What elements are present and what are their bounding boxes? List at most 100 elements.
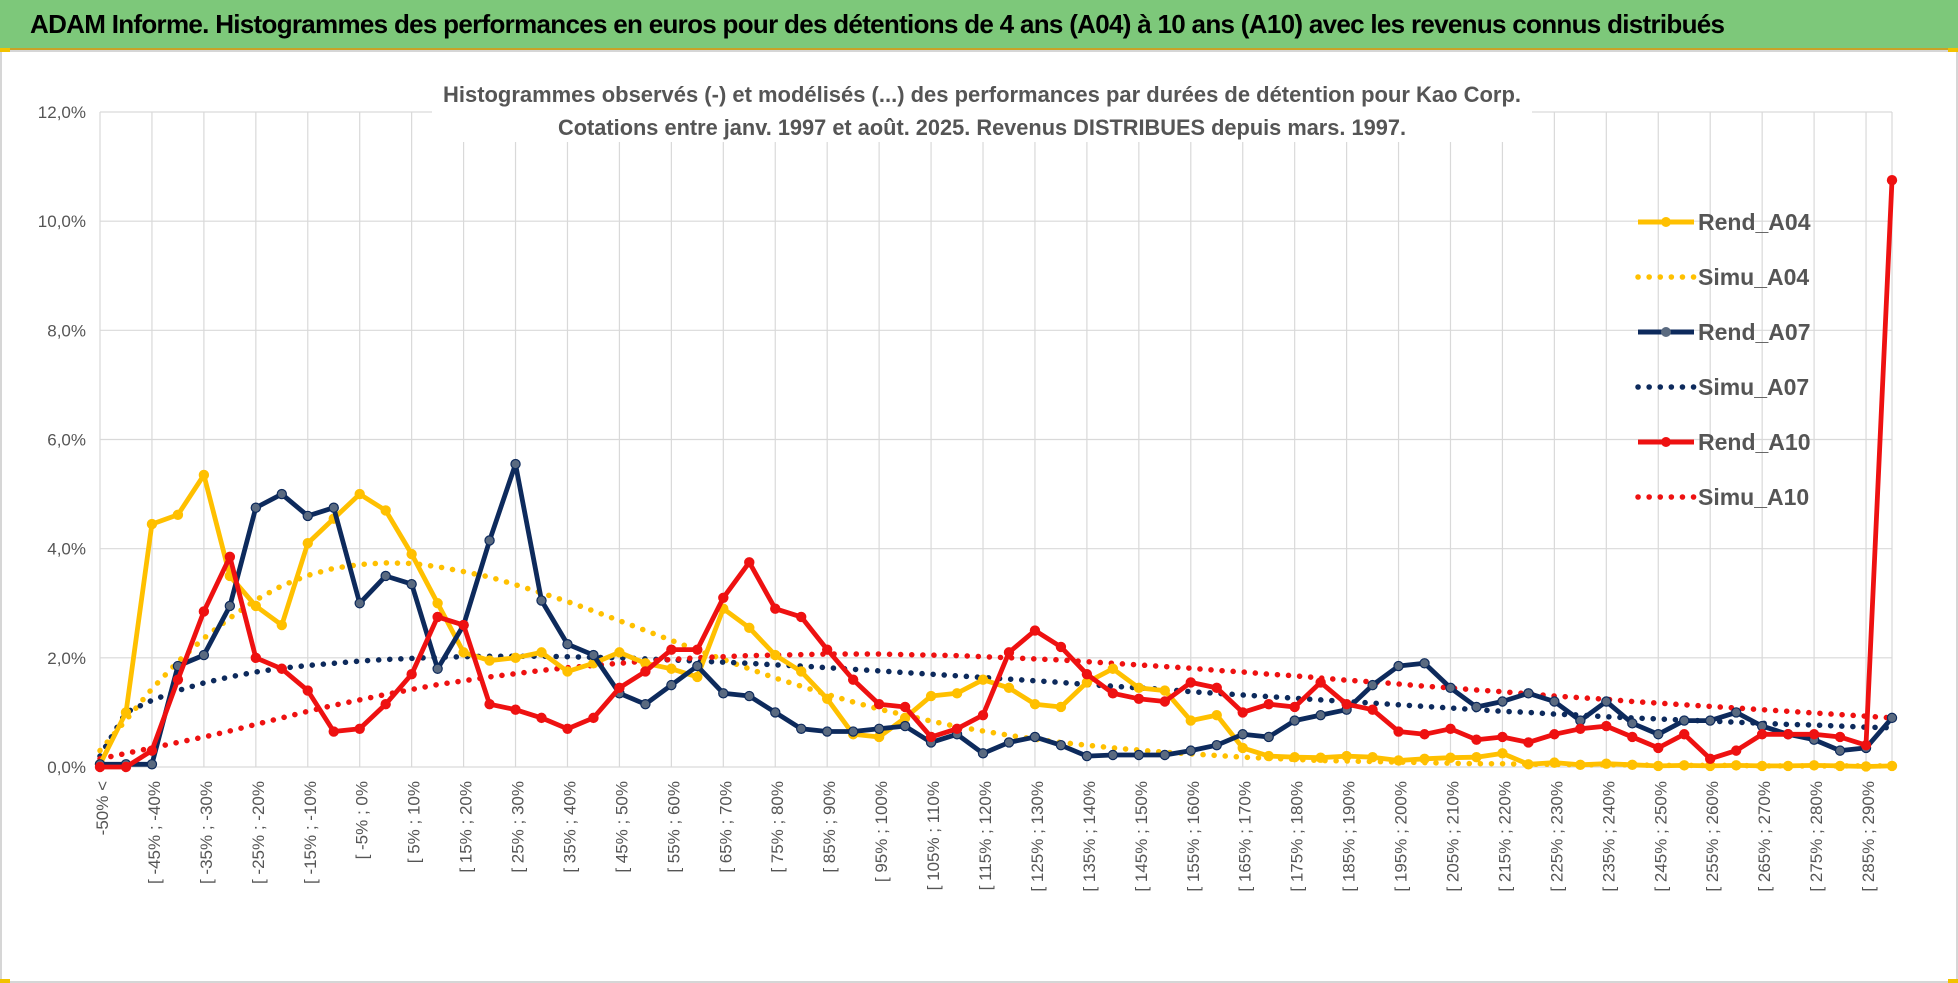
data-point — [94, 761, 106, 773]
data-point — [1497, 696, 1508, 707]
data-point — [302, 538, 313, 549]
series-line — [100, 180, 1895, 770]
data-point — [380, 570, 391, 582]
data-point — [1029, 699, 1041, 710]
x-tick-label: [ 135% ; 140% — [1080, 781, 1099, 892]
data-point — [1730, 707, 1742, 718]
legend-entry: Simu_A07 — [1635, 374, 1809, 400]
data-point — [1730, 760, 1742, 771]
data-point — [1860, 761, 1872, 772]
data-point — [1003, 737, 1015, 748]
data-point — [458, 619, 469, 631]
x-tick-label: [ 15% ; 20% — [457, 781, 476, 873]
data-point — [510, 704, 521, 715]
data-point — [692, 644, 703, 655]
series-line — [100, 461, 1894, 767]
x-tick-label: [ 175% ; 180% — [1288, 781, 1307, 892]
data-point — [1237, 729, 1248, 740]
y-tick-label: 2,0% — [47, 649, 86, 668]
x-tick-label: [ -25% ; -20% — [249, 781, 268, 884]
data-point — [873, 699, 885, 710]
data-point — [1471, 751, 1482, 763]
data-point — [250, 652, 262, 664]
data-point — [1627, 731, 1638, 743]
data-point — [847, 726, 859, 737]
data-point — [614, 647, 625, 658]
data-point — [977, 748, 989, 759]
data-point — [1575, 723, 1586, 734]
data-point — [328, 502, 339, 513]
report-title: ADAM Informe. Histogrammes des performan… — [30, 8, 1725, 39]
data-point — [510, 652, 521, 664]
data-point — [1549, 729, 1560, 740]
data-point — [1497, 748, 1508, 759]
series-line — [97, 651, 1895, 762]
x-tick-label: [ 75% ; 80% — [768, 781, 787, 873]
x-tick-label: [ 5% ; 10% — [405, 781, 424, 863]
data-point — [1055, 701, 1067, 713]
data-point — [1055, 641, 1067, 653]
data-point — [666, 663, 677, 674]
data-point — [354, 598, 365, 609]
data-point — [380, 505, 391, 516]
data-point — [1133, 682, 1145, 694]
data-point — [1549, 696, 1560, 707]
data-point — [1107, 688, 1119, 699]
data-point — [1185, 745, 1196, 756]
data-point — [640, 699, 651, 710]
legend-label: Rend_A07 — [1698, 319, 1810, 345]
data-point — [1315, 709, 1326, 721]
legend-label: Simu_A10 — [1698, 484, 1809, 510]
data-point — [432, 598, 443, 609]
data-point — [744, 690, 755, 702]
y-tick-label: 4,0% — [47, 540, 86, 559]
data-point — [1445, 682, 1456, 694]
data-point — [1237, 742, 1248, 754]
data-point — [640, 666, 651, 677]
data-point — [1393, 660, 1404, 672]
data-point — [1341, 699, 1352, 710]
data-point — [1834, 731, 1846, 743]
data-point — [536, 712, 547, 724]
data-point — [1808, 760, 1820, 771]
legend-entry: Simu_A10 — [1635, 484, 1809, 510]
data-point — [1263, 699, 1274, 710]
legend-label: Rend_A04 — [1698, 209, 1811, 235]
data-point — [198, 649, 210, 661]
data-point — [432, 611, 443, 623]
data-point — [1705, 715, 1716, 726]
data-point — [977, 674, 989, 685]
data-point — [1367, 679, 1378, 691]
data-point — [146, 745, 158, 756]
data-point — [380, 699, 391, 710]
data-point — [977, 709, 989, 721]
histogram-chart: 0,0% 2,0% 4,0% 6,0% 8,0% 10,0% 12,0% Histogramm… — [38, 76, 1898, 892]
data-point — [536, 595, 547, 606]
series-rend-a10 — [94, 175, 1898, 773]
data-point — [925, 690, 937, 702]
data-point — [1367, 751, 1378, 763]
frame-corner-top-right — [1948, 48, 1958, 52]
data-point — [562, 723, 573, 734]
x-tick-label: [ 205% ; 210% — [1443, 781, 1462, 892]
x-tick-label: [ 225% ; 230% — [1547, 781, 1566, 892]
series-rend-a07 — [94, 458, 1898, 770]
data-point — [1159, 749, 1171, 761]
data-point — [1445, 723, 1456, 734]
data-point — [796, 723, 807, 734]
data-point — [1782, 760, 1794, 772]
data-point — [1185, 715, 1196, 726]
data-point — [406, 669, 417, 680]
x-tick-label: [ 235% ; 240% — [1599, 781, 1618, 892]
data-point — [666, 679, 677, 691]
x-tick-label: [ 25% ; 30% — [509, 781, 528, 873]
x-tick-label: [ 105% ; 110% — [924, 781, 943, 890]
data-point — [1601, 696, 1612, 707]
data-point — [1756, 729, 1768, 740]
data-point — [562, 638, 573, 650]
x-tick-label: [ 195% ; 200% — [1392, 781, 1411, 892]
data-point — [1315, 752, 1326, 763]
legend-marker — [1661, 217, 1671, 227]
data-point — [276, 488, 287, 500]
y-tick-label: 6,0% — [47, 431, 86, 450]
